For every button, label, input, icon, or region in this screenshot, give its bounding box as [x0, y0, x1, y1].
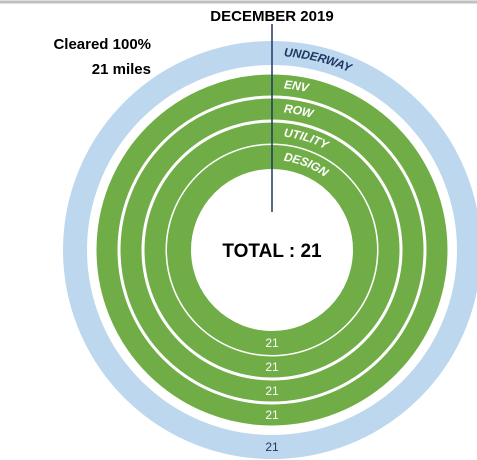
ring-label-path: ENV	[283, 78, 311, 96]
chart-title: DECEMBER 2019	[210, 8, 333, 25]
value-label: 21	[265, 360, 279, 374]
annotation: Cleared 100%	[53, 36, 151, 53]
value-label: 21	[265, 408, 279, 422]
annotation: 21 miles	[92, 61, 151, 78]
value-label: 21	[265, 336, 279, 350]
ring-label: ENV	[283, 78, 311, 96]
ring-label: ROW	[283, 102, 316, 122]
center-label: TOTAL : 21	[222, 241, 322, 262]
value-label: 21	[265, 440, 279, 454]
ring-label-path: ROW	[283, 102, 316, 122]
value-label: 21	[265, 384, 279, 398]
